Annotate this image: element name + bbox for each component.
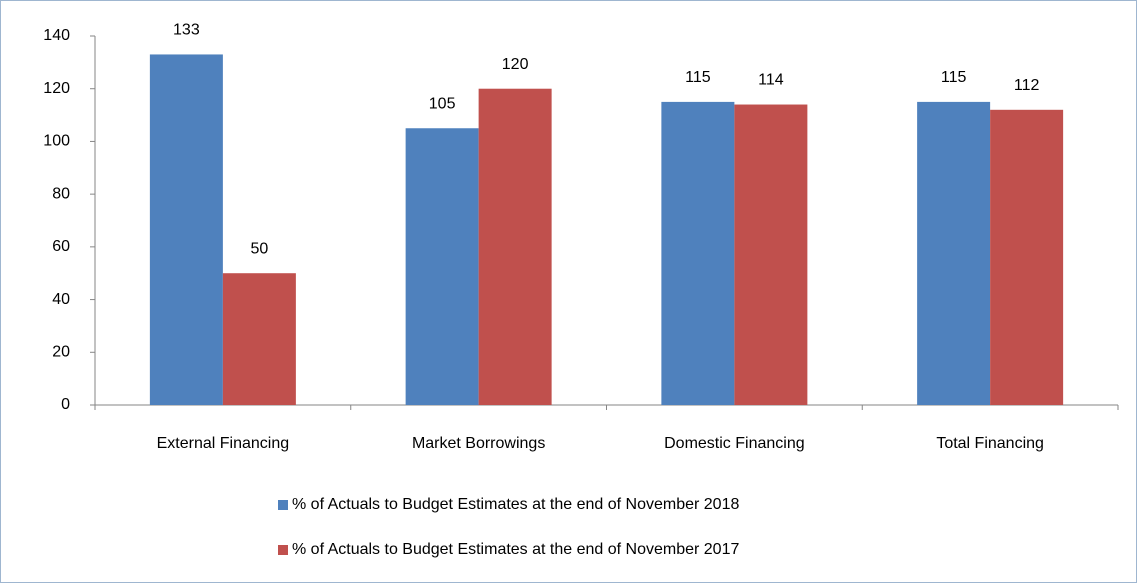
y-tick-label: 120 [43, 80, 70, 97]
bar [661, 101, 735, 406]
y-tick-label: 0 [61, 396, 70, 413]
data-label: 133 [173, 22, 200, 39]
y-tick-label: 140 [43, 27, 70, 44]
legend-swatch [278, 545, 288, 555]
data-label: 105 [429, 95, 456, 112]
x-tick-label: External Financing [157, 435, 290, 452]
y-tick-label: 60 [52, 238, 70, 255]
bar [222, 273, 296, 405]
bar [734, 104, 808, 406]
data-label: 115 [685, 69, 711, 86]
legend-swatch [278, 500, 288, 510]
bar [917, 101, 991, 406]
legend-label: % of Actuals to Budget Estimates at the … [292, 541, 739, 558]
data-label: 115 [941, 69, 967, 86]
x-tick-label: Total Financing [936, 435, 1044, 452]
data-label: 112 [1014, 77, 1040, 94]
legend-label: % of Actuals to Budget Estimates at the … [292, 496, 739, 513]
data-label: 120 [502, 56, 529, 73]
bar [990, 109, 1064, 406]
bar [478, 88, 552, 405]
data-label: 114 [758, 72, 784, 89]
x-tick-label: Domestic Financing [664, 435, 805, 452]
y-tick-label: 100 [43, 133, 70, 150]
bar [405, 128, 479, 405]
data-label: 50 [250, 240, 268, 257]
y-tick-label: 80 [52, 185, 70, 202]
bar [149, 54, 223, 405]
y-tick-label: 20 [52, 344, 70, 361]
x-tick-label: Market Borrowings [412, 435, 545, 452]
y-tick-label: 40 [52, 291, 70, 308]
